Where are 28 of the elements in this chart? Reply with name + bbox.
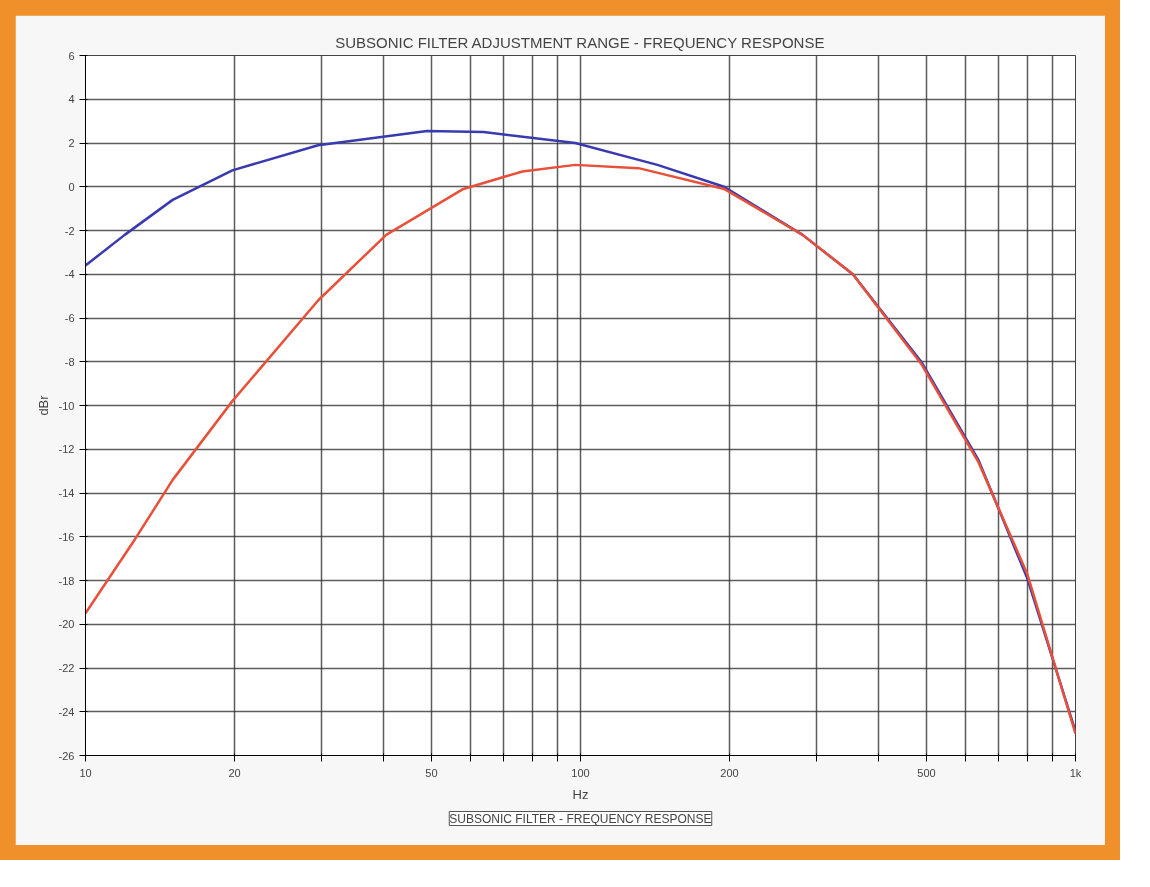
- x-axis-title: Hz: [572, 786, 589, 802]
- y-tick-label: -26: [58, 749, 75, 762]
- y-tick-label: 0: [68, 180, 75, 193]
- y-tick-label: -2: [64, 224, 75, 237]
- y-tick-label: -8: [64, 355, 75, 368]
- y-axis-title: dBr: [35, 394, 51, 416]
- y-tick-label: -22: [58, 662, 75, 674]
- y-tick-label: -18: [58, 574, 75, 587]
- x-tick-label: 10: [79, 766, 92, 779]
- text: SUBSONIC FILTER - FREQUENCY RESPONSE: [449, 811, 712, 826]
- y-tick-label: -4: [64, 268, 75, 281]
- y-tick-label: -10: [58, 399, 75, 412]
- y-tick-label: -20: [58, 618, 75, 631]
- y-tick-label: -16: [58, 530, 75, 543]
- x-tick-label: 200: [720, 766, 739, 779]
- x-tick-label: 500: [917, 766, 936, 779]
- chart-title: SUBSONIC FILTER ADJUSTMENT RANGE - FREQUENCY RESPONSE: [335, 33, 825, 51]
- x-tick-label: 1k: [1069, 766, 1082, 779]
- y-tick-label: 4: [68, 93, 75, 106]
- y-tick-label: -12: [58, 443, 75, 456]
- y-tick-label: 6: [68, 49, 75, 62]
- y-tick-label: -14: [58, 487, 75, 499]
- y-tick-label: 2: [68, 137, 75, 149]
- y-tick-label: -24: [58, 705, 75, 718]
- y-tick-label: -6: [64, 312, 75, 324]
- x-tick-label: 20: [228, 766, 241, 779]
- x-tick-label: 100: [571, 766, 590, 779]
- x-tick-label: 50: [425, 766, 438, 779]
